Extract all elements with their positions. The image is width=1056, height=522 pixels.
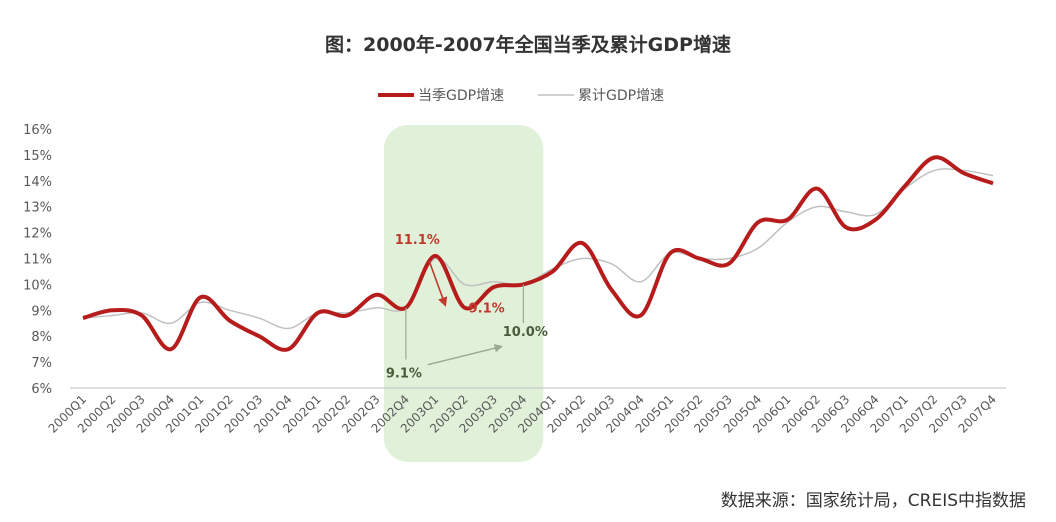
y-tick-label: 16% — [23, 123, 52, 138]
chart-title: 图：2000年-2007年全国当季及累计GDP增速 — [325, 34, 731, 56]
annotation-arrow — [428, 260, 448, 307]
annotation-arrows — [405, 260, 524, 366]
y-tick-label: 10% — [23, 278, 52, 293]
y-tick-label: 14% — [23, 175, 52, 190]
annotation-label: 11.1% — [395, 233, 440, 248]
y-tick-label: 13% — [23, 201, 52, 216]
source-note: 数据来源：国家统计局，CREIS中指数据 — [720, 491, 1026, 511]
annotation-arrow — [427, 344, 503, 366]
annotation-label: 9.1% — [469, 302, 505, 317]
annotation-label: 10.0% — [503, 325, 548, 340]
highlight-region — [383, 125, 544, 462]
legend-entry-quarterly: 当季GDP增速 — [418, 88, 504, 104]
y-tick-labels: 6% 7% 8% 9% 10% 11% 12% 13% 14% 15% 16% — [23, 123, 52, 397]
annotation-label: 9.1% — [386, 366, 422, 381]
annotation-labels: 11.1% 9.1% 9.1% 10.0% — [386, 233, 548, 382]
y-tick-label: 6% — [31, 382, 52, 397]
y-tick-label: 8% — [31, 330, 52, 345]
legend: 当季GDP增速 累计GDP增速 — [378, 88, 664, 104]
y-tick-label: 15% — [23, 149, 52, 164]
y-tick-label: 9% — [31, 304, 52, 319]
y-tick-label: 7% — [31, 356, 52, 371]
series-line-quarterly — [82, 155, 994, 352]
legend-entry-cumulative: 累计GDP增速 — [578, 88, 664, 104]
y-tick-label: 11% — [23, 253, 52, 268]
y-tick-label: 12% — [23, 227, 52, 242]
